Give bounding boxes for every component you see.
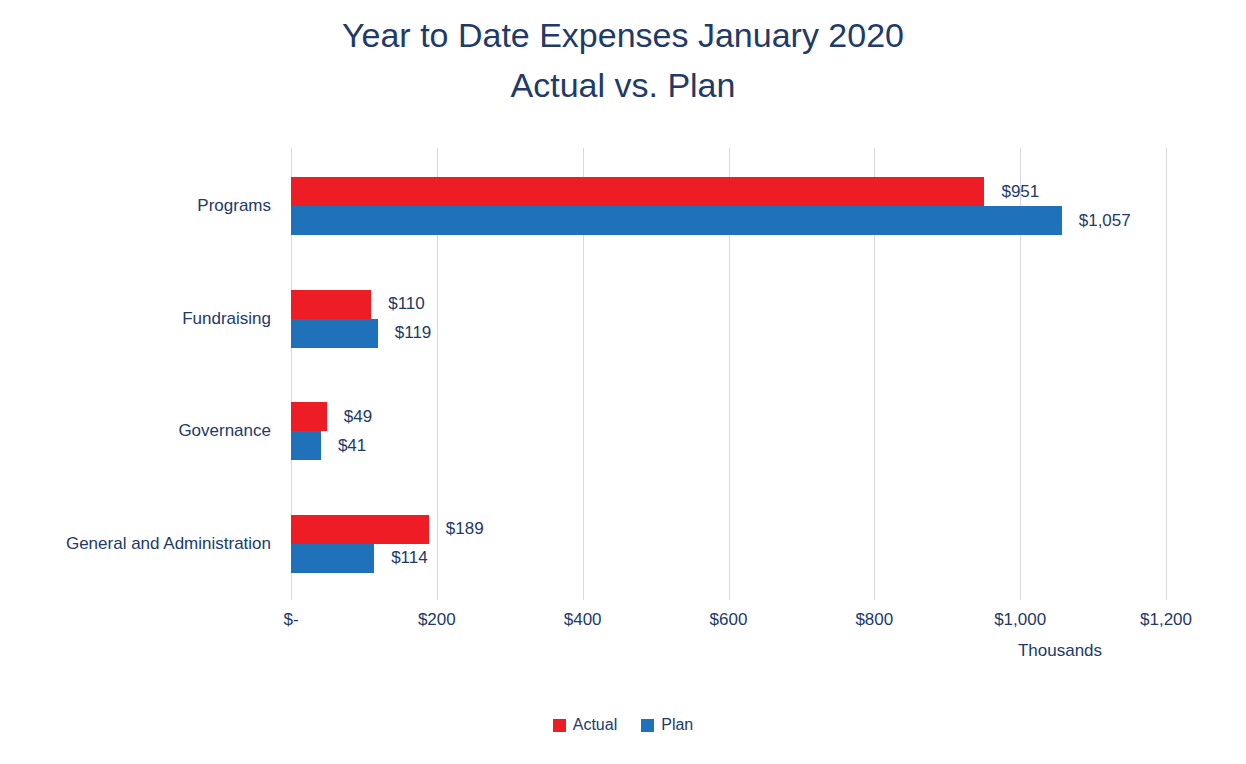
category-plot-general-and-administration: $189 $114	[291, 488, 1166, 601]
category-label-fundraising: Fundraising	[0, 309, 291, 329]
bar-pair: $110 $119	[291, 290, 1166, 348]
bar-pair: $49$41	[291, 402, 1166, 460]
category-plot-programs: $951 $1,057	[291, 150, 1166, 263]
bar-plan-fundraising	[291, 319, 378, 348]
bar-actual-governance	[291, 402, 327, 431]
bar-plan-general-and-administration	[291, 544, 374, 573]
bar-value-label: $110	[388, 294, 425, 314]
bar-line-plan: $114	[291, 544, 1166, 573]
legend-label-actual: Actual	[573, 716, 617, 734]
category-label-general-and-administration: General and Administration	[0, 534, 291, 554]
category-row-general-and-administration: General and Administration $189 $114	[0, 488, 1246, 601]
x-axis-tick-label: $600	[710, 610, 748, 630]
chart-title: Year to Date Expenses January 2020 Actua…	[0, 10, 1246, 110]
bar-value-label: $119	[395, 323, 432, 343]
x-axis-tick-label: $800	[855, 610, 893, 630]
bar-value-label: $41	[338, 436, 366, 456]
bar-value-label: $951	[1001, 182, 1039, 202]
bar-line-actual: $49	[291, 402, 1166, 431]
plot-area: Programs $951 $1,057 Fundraising $110 $119 Gov…	[0, 150, 1246, 600]
x-axis-tick-label: $1,000	[994, 610, 1046, 630]
legend-label-plan: Plan	[661, 716, 693, 734]
x-axis-tick-label: $-	[283, 610, 298, 630]
bar-line-plan: $119	[291, 319, 1166, 348]
bar-actual-fundraising	[291, 290, 371, 319]
bar-value-label: $49	[344, 407, 372, 427]
bar-plan-governance	[291, 431, 321, 460]
bar-line-plan: $1,057	[291, 206, 1166, 235]
x-axis-tick-label: $200	[418, 610, 456, 630]
category-row-fundraising: Fundraising $110 $119	[0, 263, 1246, 376]
bar-line-actual: $951	[291, 177, 1166, 206]
legend: Actual Plan	[0, 716, 1246, 734]
bar-pair: $189 $114	[291, 515, 1166, 573]
bar-plan-programs	[291, 206, 1062, 235]
legend-swatch-plan	[641, 719, 654, 732]
chart-title-line1: Year to Date Expenses January 2020	[0, 10, 1246, 60]
bar-line-actual: $110	[291, 290, 1166, 319]
category-row-governance: Governance$49$41	[0, 375, 1246, 488]
bar-actual-general-and-administration	[291, 515, 429, 544]
bar-actual-programs	[291, 177, 984, 206]
category-label-governance: Governance	[0, 421, 291, 441]
category-plot-fundraising: $110 $119	[291, 263, 1166, 376]
category-label-programs: Programs	[0, 196, 291, 216]
bar-value-label: $189	[446, 519, 484, 539]
chart-title-line2: Actual vs. Plan	[0, 60, 1246, 110]
x-axis-unit-label: Thousands	[1000, 641, 1120, 661]
category-plot-governance: $49$41	[291, 375, 1166, 488]
x-axis-tick-label: $400	[564, 610, 602, 630]
bar-line-plan: $41	[291, 431, 1166, 460]
x-axis-tick-label: $1,200	[1140, 610, 1192, 630]
bar-line-actual: $189	[291, 515, 1166, 544]
bar-value-label: $114	[391, 548, 428, 568]
legend-item-actual: Actual	[553, 716, 617, 734]
category-row-programs: Programs $951 $1,057	[0, 150, 1246, 263]
legend-swatch-actual	[553, 719, 566, 732]
x-axis-tick-labels: $-$200$400$600$800$1,000$1,200	[291, 610, 1166, 634]
legend-item-plan: Plan	[641, 716, 693, 734]
bar-value-label: $1,057	[1079, 211, 1131, 231]
bar-pair: $951 $1,057	[291, 177, 1166, 235]
